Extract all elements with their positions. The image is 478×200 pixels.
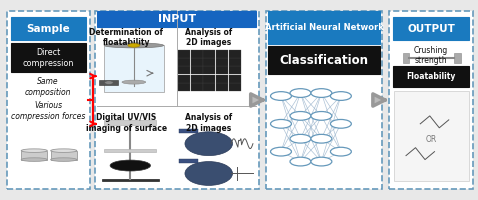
Bar	[179, 129, 198, 133]
Bar	[393, 66, 469, 87]
Text: Analysis of
2D images: Analysis of 2D images	[185, 113, 232, 133]
Ellipse shape	[21, 149, 47, 152]
Bar	[204, 83, 216, 91]
Bar	[217, 66, 228, 74]
Bar	[266, 11, 382, 189]
Bar	[268, 46, 380, 74]
Bar	[204, 75, 216, 83]
Circle shape	[290, 157, 311, 166]
Bar	[191, 58, 203, 66]
Ellipse shape	[105, 81, 113, 84]
Circle shape	[330, 119, 351, 128]
Circle shape	[290, 89, 311, 97]
Ellipse shape	[185, 132, 232, 156]
Bar	[51, 151, 77, 160]
Circle shape	[311, 89, 332, 97]
Text: Floatability: Floatability	[406, 72, 456, 81]
Text: Digital UV/VIS
imaging of surface: Digital UV/VIS imaging of surface	[86, 113, 167, 133]
Ellipse shape	[104, 43, 163, 48]
Text: Crushing
strength: Crushing strength	[414, 46, 448, 65]
Text: OR: OR	[425, 135, 437, 144]
Bar	[402, 53, 409, 63]
Bar	[104, 149, 156, 152]
Text: Direct
compression: Direct compression	[22, 48, 74, 68]
Text: Classification: Classification	[280, 54, 369, 67]
Ellipse shape	[128, 44, 140, 47]
Bar	[217, 58, 228, 66]
Bar	[104, 120, 156, 125]
Bar	[99, 80, 119, 85]
Bar	[390, 11, 473, 189]
Text: Artificial Neural Network: Artificial Neural Network	[265, 23, 384, 32]
Bar	[191, 75, 203, 83]
Bar	[229, 83, 241, 91]
Circle shape	[271, 119, 292, 128]
Bar	[191, 50, 203, 58]
Bar	[178, 50, 190, 58]
Circle shape	[271, 147, 292, 156]
Text: Various
compression forces: Various compression forces	[11, 101, 85, 121]
Bar	[11, 43, 86, 72]
Ellipse shape	[185, 162, 232, 185]
Ellipse shape	[21, 158, 47, 161]
Text: OUTPUT: OUTPUT	[407, 23, 455, 33]
Bar	[217, 75, 228, 83]
Text: Same
composition: Same composition	[25, 77, 71, 97]
Bar	[102, 179, 159, 181]
Circle shape	[330, 147, 351, 156]
Bar	[178, 66, 190, 74]
Bar	[95, 11, 259, 189]
Bar	[7, 11, 90, 189]
Bar	[229, 75, 241, 83]
Bar	[178, 58, 190, 66]
Circle shape	[290, 112, 311, 120]
Text: INPUT: INPUT	[158, 14, 196, 24]
Ellipse shape	[51, 158, 77, 161]
Text: Sample: Sample	[26, 23, 70, 33]
Bar	[179, 159, 198, 163]
Bar	[21, 151, 47, 160]
Bar	[97, 11, 256, 27]
Circle shape	[330, 92, 351, 100]
Circle shape	[311, 157, 332, 166]
Bar	[191, 83, 203, 91]
Bar	[454, 53, 461, 63]
Circle shape	[290, 134, 311, 143]
Bar	[178, 83, 190, 91]
Ellipse shape	[110, 160, 151, 171]
Bar	[268, 11, 380, 44]
Bar	[104, 45, 163, 92]
Circle shape	[311, 134, 332, 143]
Bar	[191, 66, 203, 74]
Bar	[229, 50, 241, 58]
Bar	[229, 58, 241, 66]
Bar	[178, 75, 190, 83]
Bar	[393, 17, 469, 40]
Circle shape	[311, 112, 332, 120]
Bar	[204, 58, 216, 66]
Ellipse shape	[122, 80, 146, 84]
Bar	[229, 66, 241, 74]
Bar	[394, 91, 469, 181]
Ellipse shape	[51, 149, 77, 152]
Bar	[204, 66, 216, 74]
Bar	[217, 83, 228, 91]
Bar	[11, 17, 86, 40]
Circle shape	[271, 92, 292, 100]
Text: Determination of
floatability: Determination of floatability	[89, 28, 163, 47]
Bar	[204, 50, 216, 58]
Text: Analysis of
2D images: Analysis of 2D images	[185, 28, 232, 47]
Bar	[217, 50, 228, 58]
